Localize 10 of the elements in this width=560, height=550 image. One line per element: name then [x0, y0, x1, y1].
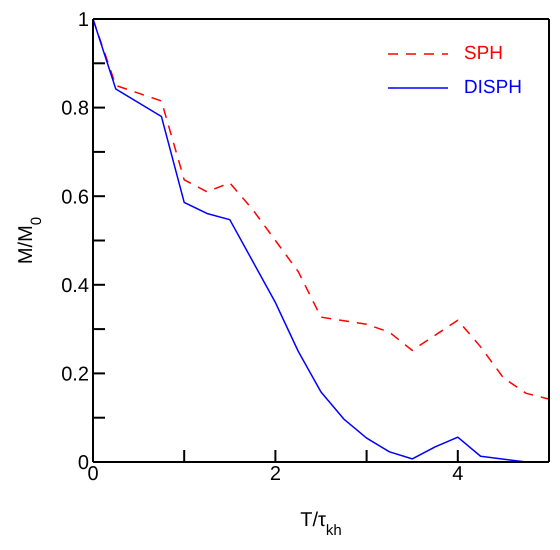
x-tick-label: 4	[452, 463, 464, 486]
y-tick-label: 0.2	[61, 364, 89, 386]
legend-label: DISPH	[464, 77, 522, 99]
y-tick-label: 0.6	[61, 186, 89, 208]
y-tick-label: 1	[78, 9, 89, 32]
y-tick-label: 0.4	[61, 274, 89, 297]
x-tick-label: 2	[270, 463, 281, 486]
legend-label: SPH	[464, 43, 503, 65]
x-axis-title: T/τ$_{kh}$	[300, 509, 342, 538]
y-tick-label: 0.8	[61, 98, 89, 120]
